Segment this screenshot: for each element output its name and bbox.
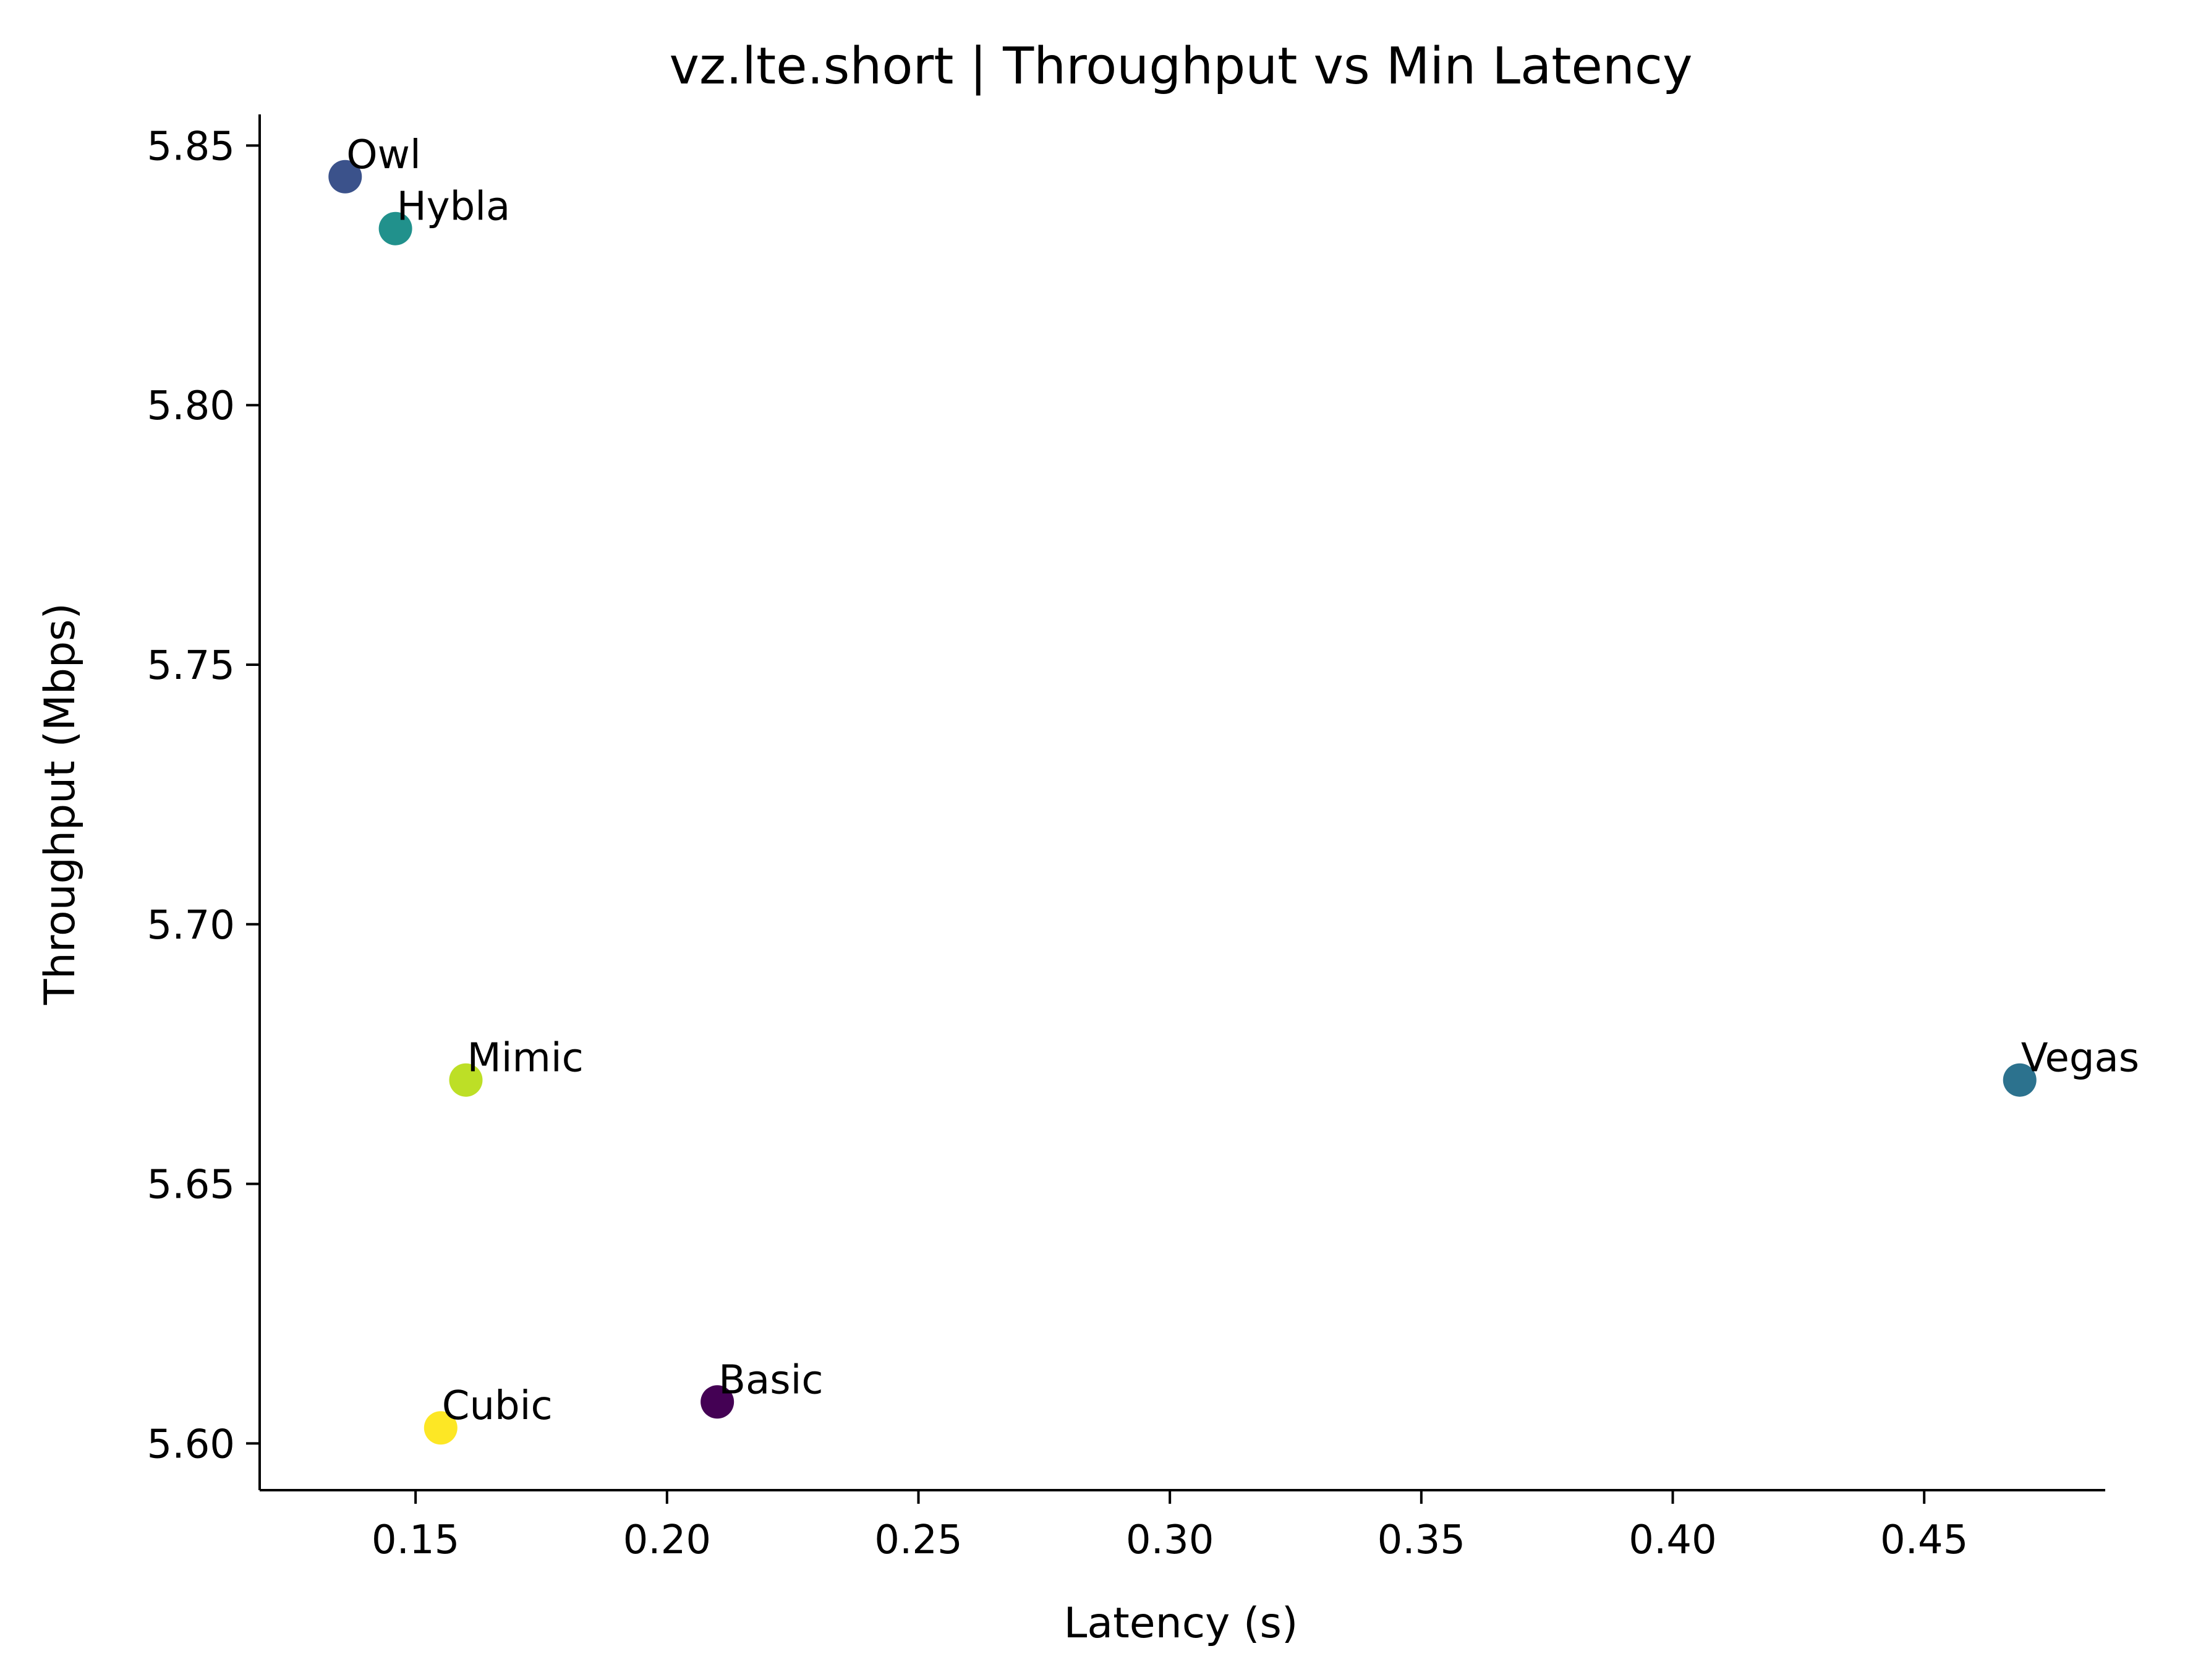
y-tick-label: 5.85 xyxy=(147,124,236,169)
y-tick-label: 5.60 xyxy=(147,1422,236,1467)
x-axis-label: Latency (s) xyxy=(1064,1599,1298,1648)
x-tick-label: 0.30 xyxy=(1126,1517,1214,1563)
point-label: Vegas xyxy=(2021,1036,2139,1081)
x-tick-label: 0.25 xyxy=(874,1517,963,1563)
y-tick-label: 5.65 xyxy=(147,1162,236,1208)
x-tick-label: 0.20 xyxy=(623,1517,712,1563)
y-tick-label: 5.80 xyxy=(147,383,236,429)
point-label: Owl xyxy=(346,132,421,178)
scatter-point xyxy=(328,160,362,194)
y-tick-label: 5.75 xyxy=(147,643,236,689)
point-label: Basic xyxy=(718,1357,823,1403)
point-label: Cubic xyxy=(442,1383,553,1429)
x-tick-label: 0.35 xyxy=(1378,1517,1466,1563)
x-ticks: 0.15 0.20 0.25 0.30 0.35 0.40 0.45 xyxy=(372,1490,1969,1563)
scatter-point xyxy=(2003,1063,2037,1097)
x-tick-label: 0.15 xyxy=(372,1517,460,1563)
y-tick-label: 5.70 xyxy=(147,903,236,949)
point-label: Mimic xyxy=(467,1036,583,1081)
y-ticks: 5.60 5.65 5.70 5.75 5.80 5.85 xyxy=(147,124,260,1467)
scatter-point xyxy=(449,1063,483,1097)
scatter-point xyxy=(424,1411,458,1445)
x-tick-label: 0.45 xyxy=(1880,1517,1969,1563)
scatter-point xyxy=(378,211,412,245)
chart-title: vz.lte.short | Throughput vs Min Latency xyxy=(670,37,1693,96)
x-tick-label: 0.40 xyxy=(1629,1517,1717,1563)
data-points: Owl Hybla Mimic Vegas Basic Cubic xyxy=(328,132,2139,1445)
axes xyxy=(258,114,2105,1491)
point-label: Hybla xyxy=(397,184,511,230)
scatter-point xyxy=(701,1385,735,1419)
y-axis-label: Throughput (Mbps) xyxy=(36,603,85,1005)
